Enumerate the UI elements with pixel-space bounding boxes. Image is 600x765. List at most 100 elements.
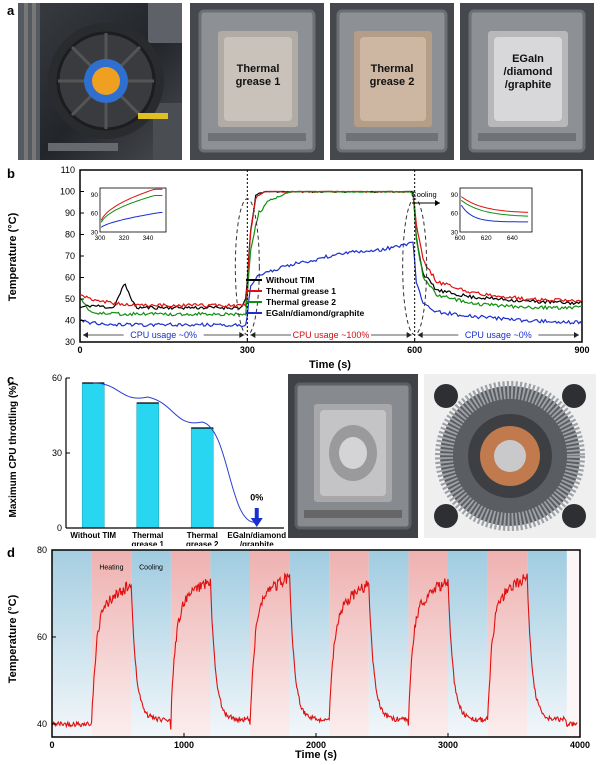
b-inset-ytick: 90	[451, 192, 459, 199]
b-heat-ellipse	[234, 198, 260, 336]
d-heating-label: Heating	[99, 565, 123, 572]
socket-drawing-1	[190, 3, 324, 160]
b-cooling-label: Cooling	[411, 190, 436, 199]
chart-d-xlabel: Time (s)	[295, 749, 337, 761]
chart-b-ylabel: Temperature (°C)	[7, 212, 19, 301]
d-cooling-band	[289, 550, 330, 737]
thermal-grease-1-photo: Thermal grease 1	[190, 3, 324, 160]
d-ytick-label: 40	[37, 719, 47, 729]
b-inset-xtick: 640	[507, 235, 518, 242]
heatsink-photo	[424, 374, 596, 538]
d-xtick-label: 3000	[438, 740, 458, 750]
b-cpu-label-bg	[291, 328, 371, 341]
c-category-label: Thermal	[187, 531, 218, 540]
d-cooling-band	[131, 550, 171, 737]
b-inset-xtick: 620	[481, 235, 492, 242]
chart-b: 30 40 50 60 70 80 90 100 110 0 300 600 900 Temperatu…	[7, 165, 590, 371]
d-cooling-band	[52, 550, 92, 737]
b-cool-ellipse	[402, 198, 428, 336]
b-ytick-label: 110	[61, 165, 75, 175]
d-heating-band	[487, 550, 528, 737]
socket-drawing-used	[288, 374, 418, 538]
b-inset-xtick: 300	[95, 235, 106, 242]
b-xtick-label: 900	[574, 345, 589, 355]
c-category-label: Thermal	[132, 531, 163, 540]
b-cpu-arrowhead	[250, 332, 256, 338]
thermal-grease-1-label: Thermal grease 1	[235, 63, 281, 88]
b-ytick-label: 40	[65, 316, 75, 326]
b-legend-label: Thermal grease 1	[266, 286, 336, 296]
b-inset-line	[461, 196, 529, 213]
egain-photo: EGaIn/diamond/graphite	[460, 3, 594, 160]
b-xtick-label: 600	[407, 345, 422, 355]
c-bar	[136, 402, 160, 529]
b-inset-line	[100, 212, 163, 228]
panel-letter-c: c	[7, 372, 15, 387]
b-ytick-label: 100	[60, 187, 75, 197]
b-inset-line	[461, 199, 529, 217]
d-heating-band	[329, 550, 369, 737]
d-ytick-label: 80	[37, 545, 47, 555]
b-inset-ytick: 60	[91, 211, 99, 218]
d-heating-band	[408, 550, 448, 737]
chart-d-ylabel: Temperature (°C)	[7, 594, 19, 683]
b-xtick-label: 300	[240, 345, 255, 355]
b-inset-xtick: 600	[455, 235, 466, 242]
b-cpu-arrowhead	[417, 332, 423, 338]
b-cooling-arrowhead	[435, 200, 440, 206]
chart-c-ylabel: Maximum CPU throttling (%)	[8, 383, 19, 518]
c-category-label: grease 1	[132, 540, 165, 546]
egain-socket-used-photo	[288, 374, 418, 538]
b-series-line	[79, 241, 583, 328]
b-cpu-label-bg	[458, 328, 539, 341]
b-legend-label: EGaIn/diamond/graphite	[266, 308, 365, 318]
c-category-label: grease 2	[186, 540, 219, 546]
b-inset-xtick: 320	[119, 235, 130, 242]
d-heating-band	[250, 550, 290, 737]
b-inset-line	[100, 188, 163, 221]
b-legend-label: Thermal grease 2	[266, 297, 336, 307]
b-inset-ytick: 30	[451, 230, 459, 237]
d-heating-band	[170, 550, 211, 737]
cpu-fan-photo	[18, 3, 182, 160]
d-xtick-label: 2000	[306, 740, 326, 750]
d-xtick-label: 4000	[570, 740, 590, 750]
c-bar	[190, 427, 214, 529]
b-inset-ytick: 60	[451, 211, 459, 218]
thermal-grease-2-label: Thermal grease 2	[369, 63, 415, 88]
c-category-label: EGaIn/diamond	[227, 531, 286, 540]
b-cpu-label-bg	[123, 328, 204, 341]
panel-letter-b: b	[7, 166, 15, 181]
chart-b-xlabel: Time (s)	[309, 359, 351, 371]
b-cpu-label: CPU usage ~100%	[293, 330, 370, 340]
b-inset-line	[100, 195, 163, 223]
b-cpu-arrowhead	[406, 332, 412, 338]
d-cooling-band	[448, 550, 488, 737]
c-ytick-label: 0	[57, 523, 62, 533]
c-zero-arrowhead	[250, 518, 263, 527]
c-bar	[81, 382, 105, 529]
d-cooling-label: Cooling	[139, 565, 163, 572]
c-ytick-label: 60	[52, 373, 62, 383]
b-inset-xtick: 340	[143, 235, 154, 242]
thermal-grease-2-photo: Thermal grease 2	[330, 3, 454, 160]
b-cpu-arrowhead	[83, 332, 88, 338]
b-ytick-label: 90	[65, 208, 75, 218]
d-cooling-band	[210, 550, 250, 737]
b-cpu-label: CPU usage ~0%	[130, 330, 197, 340]
cpu-fan-drawing	[18, 3, 182, 160]
chart-d-frame	[51, 549, 581, 738]
c-trend-curve	[93, 382, 257, 523]
c-zero-label: 0%	[250, 493, 263, 503]
c-category-label: /graphite	[240, 540, 274, 546]
b-legend-label: Without TIM	[266, 275, 315, 285]
egain-label: EGaIn/diamond/graphite	[503, 53, 553, 91]
b-cpu-arrowhead	[239, 332, 245, 338]
b-cpu-arrowhead	[574, 332, 579, 338]
b-ytick-label: 60	[65, 273, 75, 283]
b-cpu-label: CPU usage ~0%	[465, 330, 532, 340]
d-xtick-label: 0	[49, 740, 54, 750]
socket-drawing-3	[460, 3, 594, 160]
b-inset-ytick: 30	[91, 230, 99, 237]
